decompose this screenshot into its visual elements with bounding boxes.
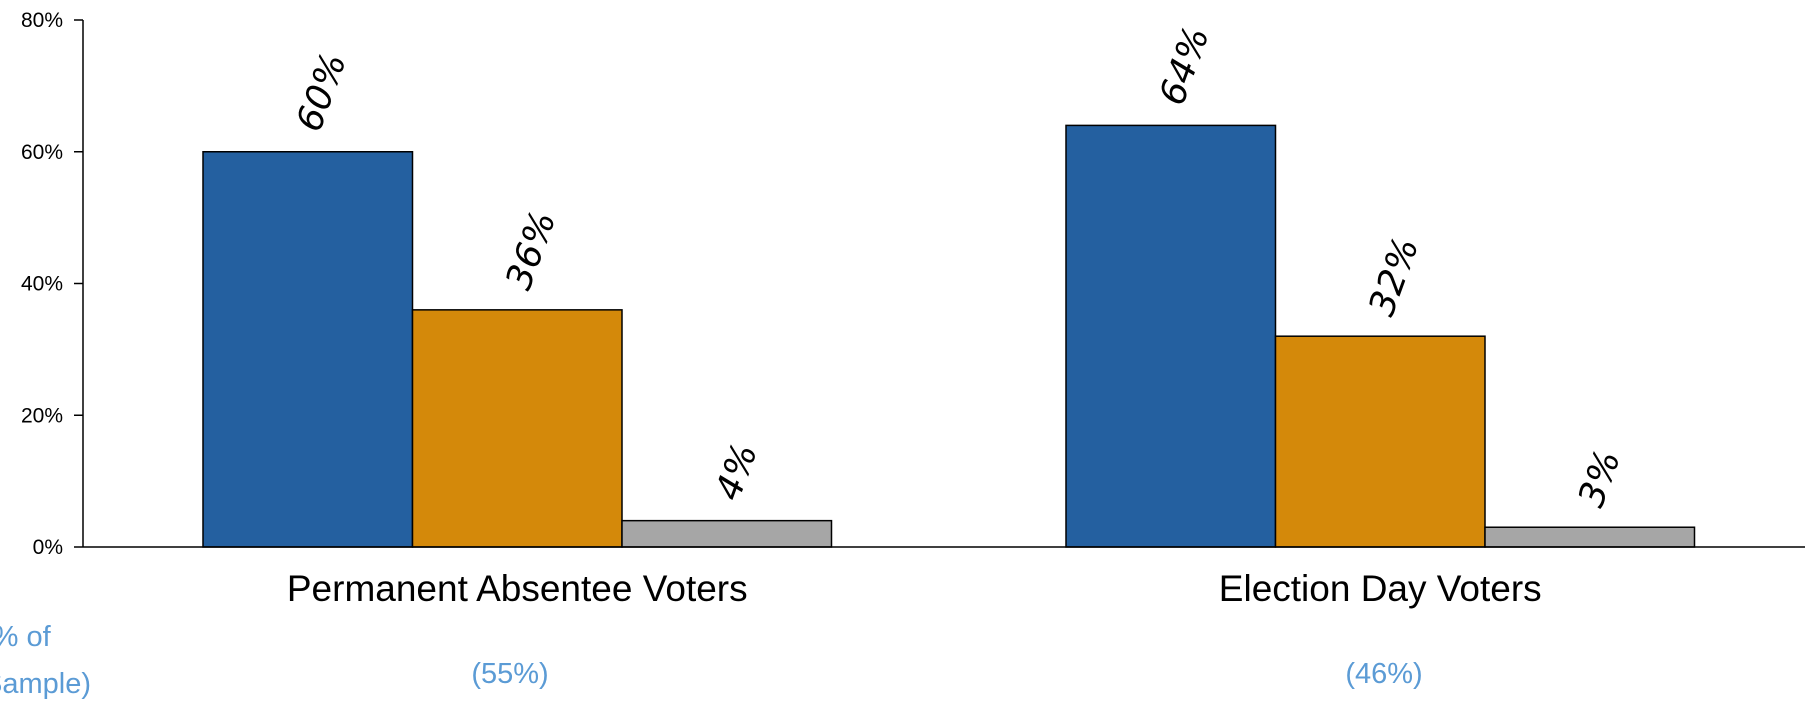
y-tick-label: 20% [21, 404, 63, 427]
sample-share-label: (% ofSample) [0, 621, 91, 700]
bar [1274, 335, 1486, 548]
data-label: 4% [708, 438, 766, 506]
bar-group [202, 124, 1696, 548]
category-label: Election Day Voters [1219, 568, 1542, 609]
y-tick-label: 60% [21, 141, 63, 164]
sample-share-row: (55%) (46%) (% ofSample) [0, 621, 1423, 700]
data-label: 60% [289, 48, 355, 137]
data-label: 64% [1152, 21, 1218, 110]
y-tick-label: 40% [21, 273, 63, 296]
data-label: 36% [498, 206, 564, 295]
y-tick-label: 80% [21, 9, 63, 32]
data-label: 3% [1571, 445, 1629, 513]
bar [1484, 526, 1696, 548]
category-label: Permanent Absentee Voters [287, 568, 748, 609]
sample-share-value: (46%) [1345, 658, 1422, 690]
x-axis: Permanent Absentee Voters Election Day Vo… [83, 546, 1805, 609]
bar [202, 151, 414, 548]
data-label: 32% [1361, 232, 1427, 321]
y-axis: 0% 20% 40% 60% 80% [21, 9, 84, 559]
bar [411, 309, 623, 548]
sample-share-value: (55%) [471, 658, 548, 690]
y-tick-label: 0% [33, 536, 63, 559]
bar [1065, 124, 1277, 548]
bar [621, 519, 833, 548]
